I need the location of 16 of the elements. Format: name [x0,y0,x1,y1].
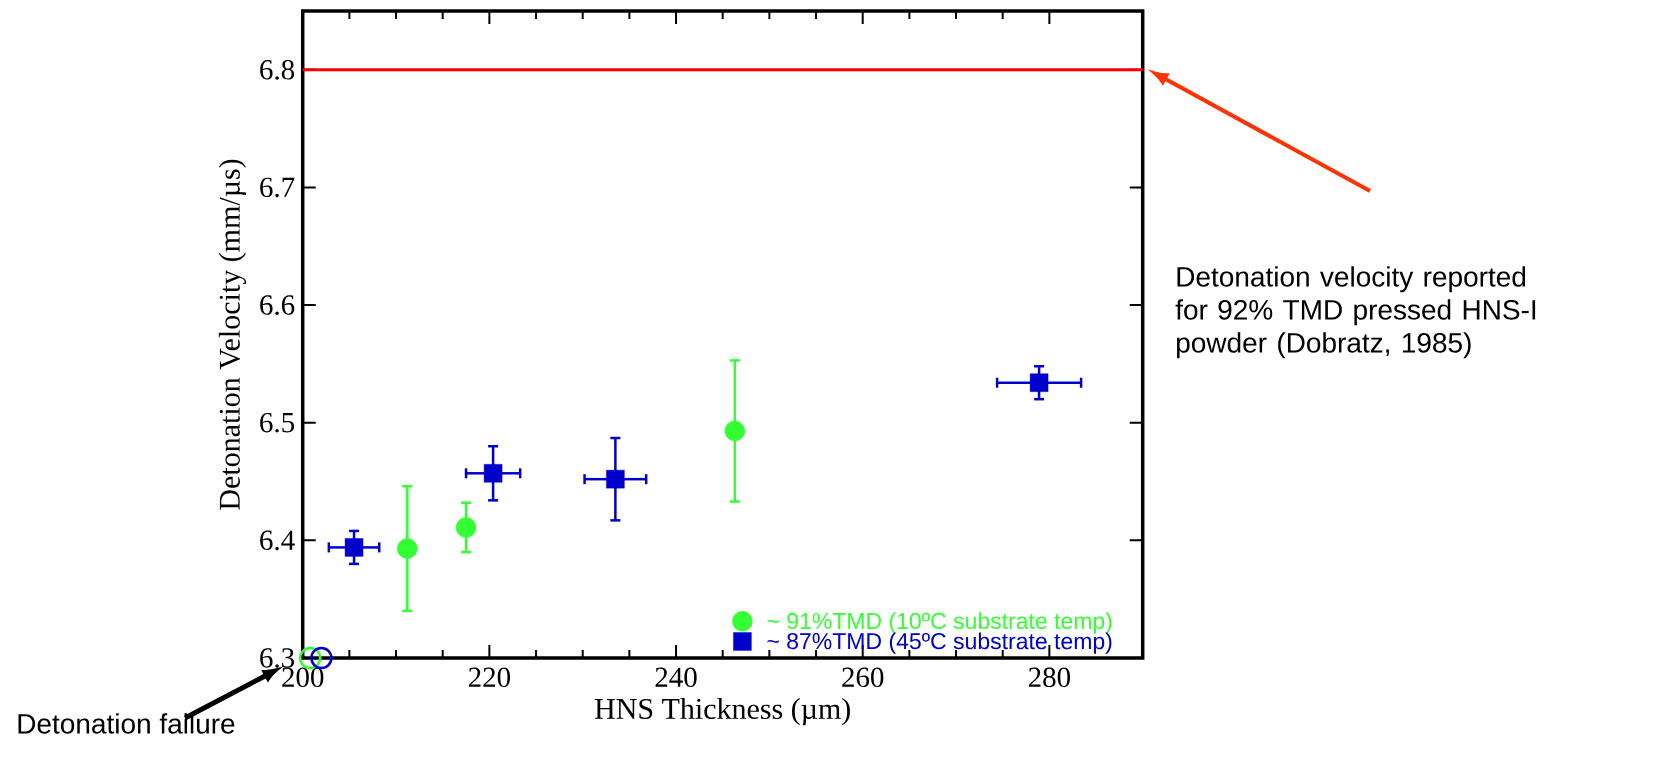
y-tick-label: 6.4 [260,530,295,551]
y-tick-label: 6.7 [260,177,295,198]
y-tick-label: 6.3 [260,648,295,668]
x-tick-label: 220 [468,667,511,688]
y-axis-title: Detonation Velocity (mm/µs) [218,159,247,510]
legend-label: ~ 87%TMD (45ºC substrate temp) [767,632,1112,654]
text: Detonation velocity reported for 92% TMD pressed HNS-I powder (Dobratz, 1985) [1175,266,1536,359]
x-tick-label: 280 [1028,667,1071,688]
y-tick-label: 6.5 [260,412,295,433]
x-tick-label: 240 [655,667,697,688]
y-tick-label: 6.6 [260,295,295,315]
x-tick-label: 200 [282,667,324,688]
x-tick-label: 260 [842,667,884,688]
text: Detonation failure [18,713,235,734]
x-axis-title: HNS Thickness (µm) [594,697,850,726]
y-tick-label: 6.8 [260,59,295,80]
